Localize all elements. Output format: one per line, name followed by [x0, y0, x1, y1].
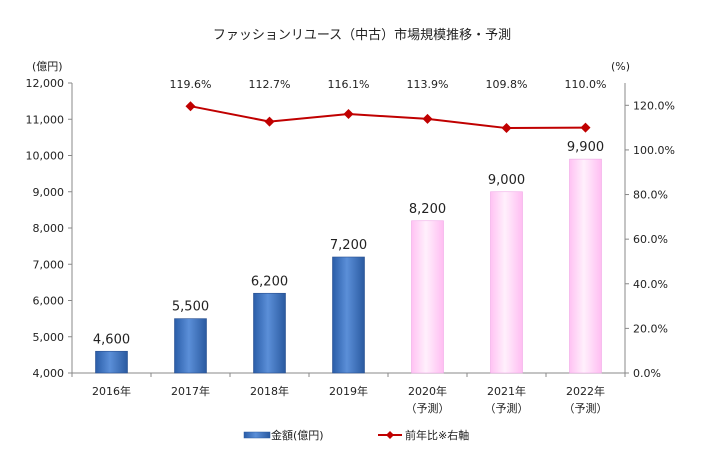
x-tick-sublabel: （予測） — [564, 401, 608, 415]
right-axis-unit: (%) — [611, 60, 630, 73]
x-tick-sublabel: （予測） — [485, 401, 529, 415]
left-axis-unit: (億円) — [32, 60, 63, 73]
legend-line-marker — [386, 431, 394, 439]
y2-tick-label: 120.0% — [633, 99, 675, 112]
bar — [253, 292, 286, 374]
bar — [569, 158, 602, 374]
line-data-label: 112.7% — [249, 78, 291, 91]
line-data-label: 113.9% — [407, 78, 449, 91]
y-tick-label: 6,000 — [33, 295, 65, 308]
bar — [174, 318, 207, 374]
y-tick-label: 8,000 — [33, 222, 65, 235]
x-tick-label: 2017年 — [171, 384, 210, 398]
line-data-label: 109.8% — [486, 78, 528, 91]
bar — [332, 256, 365, 374]
bar-data-label: 7,200 — [330, 238, 367, 253]
x-tick-label: 2019年 — [329, 384, 368, 398]
line-data-label: 110.0% — [565, 78, 607, 91]
bar-data-label: 8,200 — [409, 202, 446, 217]
y2-tick-label: 100.0% — [633, 144, 675, 157]
x-tick-label: 2016年 — [92, 384, 131, 398]
chart-title: ファッションリユース（中古）市場規模推移・予測 — [213, 27, 511, 43]
line-point — [501, 123, 512, 134]
bar — [490, 191, 523, 374]
bar-data-label: 9,000 — [488, 173, 525, 188]
line-point — [580, 122, 591, 133]
y-tick-label: 5,000 — [33, 331, 65, 344]
line-point — [343, 109, 354, 120]
bar — [411, 220, 444, 374]
y-tick-label: 7,000 — [33, 258, 65, 271]
line-data-label: 116.1% — [328, 78, 370, 91]
legend-bar-label: 金額(億円) — [271, 428, 324, 442]
x-tick-sublabel: （予測） — [406, 401, 450, 415]
y-tick-label: 10,000 — [26, 150, 65, 163]
line-point — [264, 116, 275, 127]
line-point — [422, 113, 433, 124]
legend: 金額(億円) 前年比※右軸 — [243, 428, 469, 442]
bar-data-label: 4,600 — [93, 332, 130, 347]
y2-tick-label: 40.0% — [633, 278, 668, 291]
bar-data-label: 5,500 — [172, 300, 209, 315]
bar-data-label: 6,200 — [251, 274, 288, 289]
line-data-label: 119.6% — [170, 78, 212, 91]
line-series — [190, 105, 586, 130]
legend-bar-swatch — [243, 431, 271, 439]
line-point — [185, 101, 196, 112]
x-tick-label: 2018年 — [250, 384, 289, 398]
bar-data-label: 9,900 — [567, 140, 604, 155]
y2-tick-label: 60.0% — [633, 233, 668, 246]
y-tick-label: 4,000 — [33, 367, 65, 380]
legend-line-label: 前年比※右軸 — [405, 428, 469, 442]
x-tick-label: 2021年 — [487, 384, 526, 398]
y2-tick-label: 80.0% — [633, 189, 668, 202]
y-tick-label: 9,000 — [33, 186, 65, 199]
y-tick-label: 12,000 — [26, 77, 65, 90]
bar — [95, 350, 128, 374]
y-tick-label: 11,000 — [26, 113, 65, 126]
y2-tick-label: 20.0% — [633, 322, 668, 335]
x-tick-label: 2022年 — [566, 384, 605, 398]
y2-tick-label: 0.0% — [633, 367, 661, 380]
x-tick-label: 2020年 — [408, 384, 447, 398]
